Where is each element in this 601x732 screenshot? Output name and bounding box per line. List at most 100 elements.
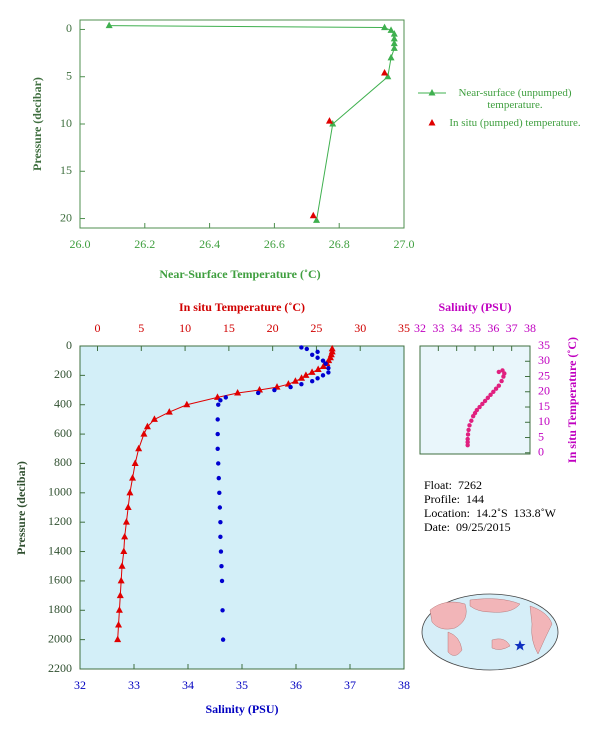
x2-tick-label: 20	[267, 321, 279, 335]
data-point	[105, 21, 113, 29]
info-line: Float: 7262	[424, 478, 483, 492]
data-point	[466, 427, 471, 433]
x-tick-label: 26.4	[199, 237, 220, 251]
y-tick-label: 0	[538, 445, 544, 459]
data-point	[465, 436, 470, 442]
data-point	[384, 72, 392, 80]
data-point	[121, 532, 129, 540]
data-point	[467, 423, 472, 428]
data-point	[143, 422, 151, 430]
y-axis-label: Pressure (decibar)	[14, 461, 28, 555]
data-point	[234, 388, 242, 396]
data-point	[480, 401, 485, 407]
data-point	[118, 562, 126, 569]
data-point	[219, 578, 225, 584]
x-tick-label: 26.0	[70, 237, 91, 251]
data-point	[381, 68, 389, 76]
data-point	[500, 368, 505, 373]
x-tick-label: 33	[432, 321, 444, 335]
y-tick-label: 2200	[48, 661, 72, 675]
data-point	[313, 216, 321, 223]
x-tick-label: 32	[414, 321, 426, 335]
x2-tick-label: 25	[310, 321, 322, 335]
data-point	[256, 390, 261, 396]
data-point	[291, 377, 299, 384]
data-point	[387, 26, 395, 33]
x-tick-label: 36	[487, 321, 499, 335]
data-point	[122, 518, 130, 525]
y-tick-label: 5	[538, 429, 544, 443]
plot-area	[79, 19, 405, 229]
x-tick-label: 35	[469, 321, 481, 335]
y-tick-label: 1600	[48, 573, 72, 587]
y-tick-label: 20	[60, 210, 72, 224]
data-point	[223, 395, 228, 400]
y-tick-label: 200	[54, 367, 72, 381]
legend-marker	[428, 89, 436, 96]
data-point	[319, 362, 327, 370]
data-point	[117, 576, 125, 584]
data-point	[308, 368, 316, 375]
info-line: Profile: 144	[424, 492, 484, 506]
data-point	[217, 505, 223, 510]
data-point	[310, 352, 315, 358]
x-tick-label: 26.2	[134, 237, 155, 251]
x-tick-label: 33	[128, 678, 140, 692]
x-tick-label: 26.8	[329, 237, 350, 251]
y-tick-label: 15	[538, 399, 550, 413]
data-point	[115, 620, 123, 628]
plot-area	[79, 345, 405, 670]
data-point	[493, 386, 499, 391]
y-tick-label: 10	[60, 116, 72, 130]
data-point	[215, 417, 220, 422]
data-point	[115, 606, 123, 613]
data-point	[469, 418, 474, 423]
data-point	[496, 369, 502, 375]
x2-tick-label: 5	[138, 321, 144, 335]
data-point	[485, 395, 491, 401]
x-tick-label: 38	[398, 678, 410, 692]
plot-area	[419, 345, 531, 455]
data-point	[114, 635, 122, 643]
x2-tick-label: 35	[398, 321, 410, 335]
y-axis-label: Pressure (decibar)	[30, 77, 44, 171]
data-point	[218, 534, 223, 540]
data-point	[219, 564, 224, 569]
data-point	[499, 378, 504, 384]
y-tick-label: 600	[54, 426, 72, 440]
legend-label: Near-surface (unpumped) temperature.	[458, 87, 572, 111]
data-point	[315, 376, 320, 381]
x-tick-label: 36	[290, 678, 302, 692]
y-tick-label: 30	[538, 353, 550, 367]
x2-tick-label: 10	[179, 321, 191, 335]
data-point	[488, 392, 493, 398]
data-point	[387, 53, 395, 61]
data-point	[326, 370, 331, 375]
data-point	[272, 387, 277, 393]
data-point	[183, 400, 191, 408]
data-point	[325, 117, 333, 124]
y-tick-label: 1400	[48, 543, 72, 557]
data-point	[120, 547, 128, 555]
data-point	[320, 373, 326, 378]
data-point	[140, 430, 148, 437]
x2-tick-label: 30	[354, 321, 366, 335]
data-point	[218, 398, 223, 403]
data-point	[309, 211, 317, 219]
data-point	[216, 402, 221, 407]
x-axis-label: Salinity (PSU)	[205, 702, 278, 716]
x2-axis-label: In situ Temperature (˚C)	[179, 300, 305, 314]
y-tick-label: 2000	[48, 631, 72, 645]
data-point	[218, 519, 223, 525]
info-line: Location: 14.2˚S 133.8˚W	[424, 506, 556, 520]
data-point	[314, 365, 322, 372]
y-tick-label: 0	[66, 21, 72, 35]
y-tick-label: 1000	[48, 485, 72, 499]
data-point	[477, 404, 482, 410]
data-point	[220, 608, 225, 613]
info-line: Date: 09/25/2015	[424, 520, 511, 534]
data-point	[390, 30, 398, 37]
y-tick-label: 5	[66, 68, 72, 82]
legend-marker	[428, 119, 436, 126]
y-tick-label: 25	[538, 368, 550, 382]
